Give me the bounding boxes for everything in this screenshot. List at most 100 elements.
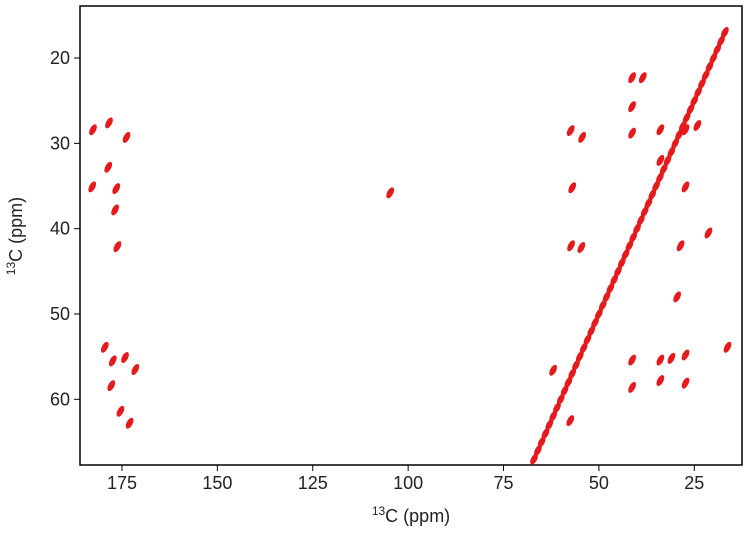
peak (720, 26, 729, 38)
peak (656, 124, 665, 136)
peak (656, 375, 665, 387)
peak (701, 69, 710, 81)
peak (648, 189, 657, 201)
peak (640, 206, 649, 218)
x-tick-label: 175 (107, 473, 137, 493)
peak (681, 349, 690, 361)
y-tick-label: 20 (50, 48, 70, 68)
peak (678, 120, 687, 132)
x-tick-label: 25 (684, 473, 704, 493)
peak (628, 381, 636, 393)
peak (108, 355, 117, 367)
peak (663, 154, 672, 166)
peak (675, 129, 683, 141)
peak (606, 282, 615, 294)
peak (541, 427, 550, 439)
peak (628, 72, 636, 84)
peak (628, 101, 636, 113)
peak (578, 131, 586, 143)
peak (686, 103, 695, 115)
y-axis-title: 13C (ppm) (4, 197, 26, 275)
peak (681, 377, 690, 389)
peak (705, 61, 714, 73)
x-tick-label: 150 (202, 473, 232, 493)
peak (595, 308, 603, 320)
peak (549, 364, 557, 376)
x-tick-label: 125 (298, 473, 328, 493)
peak (113, 241, 122, 253)
peak (556, 393, 565, 405)
peak (566, 125, 575, 137)
y-axis-sup: 13 (4, 262, 18, 276)
peak (530, 453, 538, 465)
peak (717, 35, 725, 47)
peak (105, 117, 113, 129)
peak (583, 334, 592, 346)
x-axis-title: 13C (ppm) (372, 504, 450, 526)
x-axis-sup: 13 (372, 504, 386, 518)
peak (713, 44, 722, 55)
peak (704, 227, 713, 239)
peak (656, 354, 665, 366)
peak (131, 363, 140, 375)
peak (564, 376, 573, 388)
peak (111, 204, 119, 216)
peak (104, 161, 113, 173)
peak (681, 124, 690, 136)
peak (638, 72, 647, 84)
peak (386, 187, 395, 199)
y-tick-label: 60 (50, 389, 70, 409)
peak (545, 419, 554, 431)
y-tick-label: 30 (50, 133, 70, 153)
peak (682, 112, 691, 124)
peak (637, 214, 645, 226)
peak (644, 197, 653, 209)
peak (625, 240, 634, 252)
peak (100, 341, 109, 353)
peak (681, 181, 690, 193)
peak (553, 402, 561, 414)
peak (628, 354, 636, 366)
peak (112, 183, 121, 195)
peak (125, 417, 134, 429)
peak (107, 380, 116, 392)
x-axis-label: C (ppm) (385, 506, 450, 526)
peak (628, 127, 636, 139)
peak (577, 241, 586, 253)
peak (617, 257, 626, 269)
peak (629, 231, 638, 243)
peak (656, 172, 664, 183)
peak (568, 182, 577, 194)
peak (610, 274, 619, 286)
peak (560, 385, 569, 397)
peak (566, 415, 575, 427)
peak (690, 95, 699, 107)
y-axis-label: C (ppm) (6, 197, 26, 262)
peak (534, 445, 542, 456)
y-tick-label: 40 (50, 219, 70, 239)
peak (614, 265, 622, 277)
peak (122, 131, 131, 143)
peak (659, 163, 668, 175)
plot-frame (79, 5, 743, 466)
x-tick-label: 50 (589, 473, 609, 493)
peak (591, 317, 599, 329)
peak (709, 52, 718, 64)
y-tick-label: 50 (50, 304, 70, 324)
peak (598, 299, 607, 311)
peak (652, 180, 661, 192)
peak (579, 342, 588, 354)
peak (656, 154, 665, 166)
peak (572, 359, 580, 371)
x-tick-label: 75 (494, 473, 514, 493)
peak (602, 291, 611, 303)
peak (676, 240, 685, 252)
peak (693, 119, 702, 131)
peak (667, 352, 676, 364)
x-tick-label: 100 (393, 473, 423, 493)
peak (575, 351, 584, 363)
peak (621, 248, 630, 260)
peak (667, 146, 676, 158)
peak (698, 78, 706, 90)
